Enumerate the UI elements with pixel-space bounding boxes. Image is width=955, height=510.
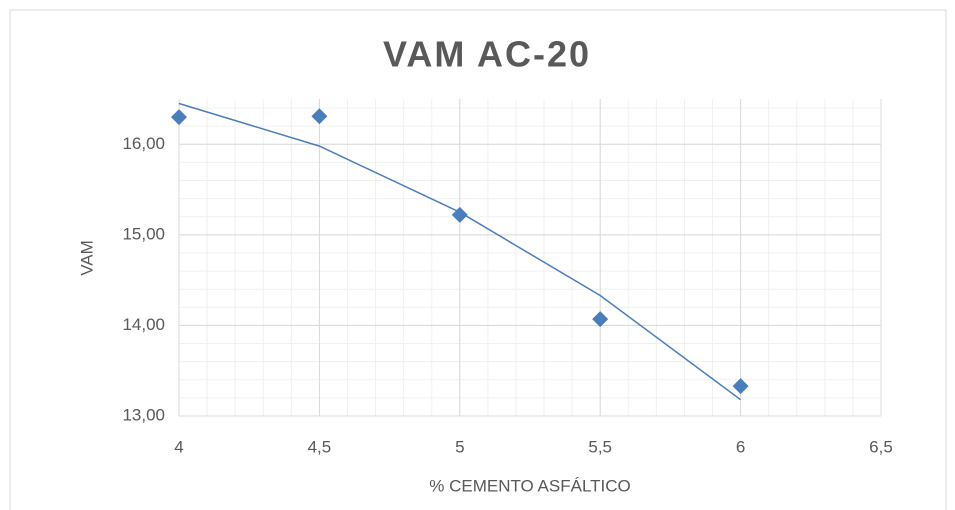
marker: [171, 109, 187, 126]
x-axis-label: % CEMENTO ASFÁLTICO: [429, 476, 631, 495]
chart-title: VAM AC-20: [383, 34, 591, 75]
x-tick-label: 5: [455, 437, 464, 456]
marker: [592, 311, 609, 328]
x-tick-label: 6,5: [869, 437, 893, 456]
y-tick-label: 16,00: [122, 134, 165, 153]
x-tick-label: 6: [736, 437, 745, 456]
x-tick-label: 4,5: [308, 437, 332, 456]
marker: [311, 108, 328, 125]
marker: [732, 378, 749, 395]
chart-border: [9, 9, 947, 510]
x-tick-label: 4: [174, 437, 183, 456]
y-tick-label: 13,00: [122, 405, 165, 424]
y-tick-label: 14,00: [122, 315, 165, 334]
x-tick-label: 5,5: [588, 437, 612, 456]
marker: [451, 206, 468, 223]
y-tick-label: 15,00: [122, 224, 165, 243]
y-axis-label: VAM: [77, 240, 96, 276]
